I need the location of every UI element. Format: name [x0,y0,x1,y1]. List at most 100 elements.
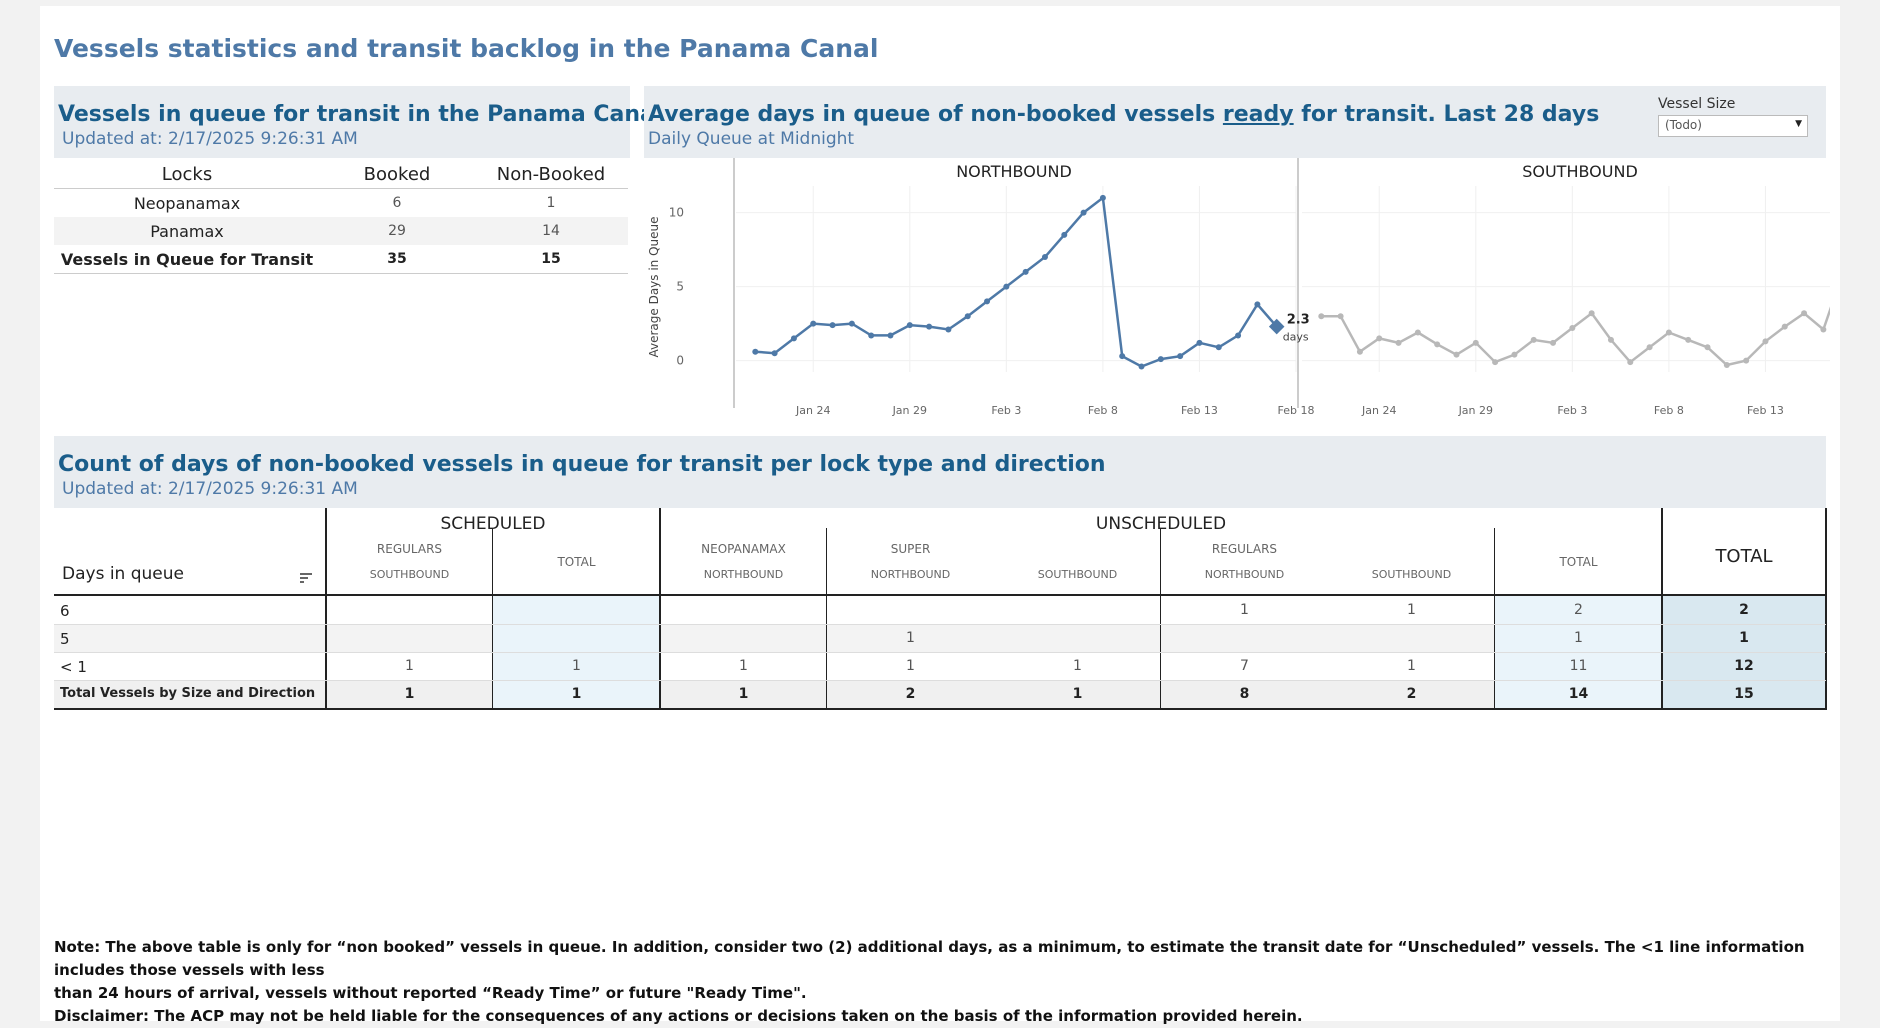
queue-panel-updated: Updated at: 2/17/2025 9:26:31 AM [62,129,358,149]
data-point [1646,344,1653,351]
col-divider [1661,508,1663,710]
col-group-header: NEOPANAMAX [701,542,786,556]
booked-col-header: Booked [320,160,474,189]
data-point [771,350,778,357]
data-point [984,298,991,305]
data-point [1157,356,1164,363]
data-point [1781,323,1788,330]
locks-total-row: Vessels in Queue for Transit 35 15 [54,245,628,274]
chart-title-post: for transit. Last 28 days [1293,102,1600,127]
row-band [54,624,493,652]
locks-row: Panamax 29 14 [54,217,628,245]
non-booked-value: 1 [546,195,556,211]
data-point [1022,268,1029,275]
data-point [829,322,836,329]
dashboard-title: Vessels statistics and transit backlog i… [54,34,879,63]
x-tick-label: Feb 3 [1557,404,1587,417]
col-group-header: REGULARS [376,542,443,556]
col-total-header: TOTAL [557,555,596,569]
facet-label: NORTHBOUND [956,162,1072,181]
footnote: Note: The above table is only for “non b… [54,936,1826,1028]
non-booked-value: 14 [474,217,628,245]
queue-panel-title: Vessels in queue for transit in the Pana… [58,102,663,127]
y-tick-label: 5 [676,280,684,294]
data-point [1569,325,1576,332]
sort-icon[interactable] [300,572,314,584]
locks-col-header: Locks [54,160,320,189]
col-group-header: SUPER [890,542,931,556]
y-axis-label: Average Days in Queue [647,216,661,357]
data-point [1434,341,1441,348]
note-line-3: Disclaimer: The ACP may not be held liab… [54,1007,1303,1025]
x-tick-label: Jan 29 [892,404,927,417]
col-divider [325,508,327,710]
row-divider [54,652,1826,653]
col-divider-thin [826,528,827,710]
count-cell: 1 [906,658,915,674]
data-point [1235,332,1242,339]
data-point [790,335,797,342]
locks-row-label: Panamax [54,217,320,245]
data-point [1119,353,1126,360]
col-group-header: REGULARS [1211,542,1278,556]
count-cell: 2 [905,686,916,702]
data-point [1820,326,1827,333]
x-tick-label: Jan 29 [1458,404,1493,417]
locks-row: Neopanamax 6 1 [54,189,628,218]
data-point [887,332,894,339]
chart-title-pre: Average days in queue of non-booked vess… [648,102,1223,127]
count-panel-title: Count of days of non-booked vessels in q… [58,452,1106,477]
row-divider [54,680,1826,681]
count-cell: 1 [1240,602,1249,618]
col-direction-header: SOUTHBOUND [1037,568,1118,581]
data-point [1530,336,1537,343]
data-point [1743,357,1750,364]
x-tick-label: Feb 3 [991,404,1021,417]
col-direction-header: NORTHBOUND [870,568,951,581]
northbound-line [755,195,1278,368]
data-point [1061,231,1068,238]
data-point [1395,339,1402,346]
data-point [1099,194,1106,201]
count-cell: 1 [571,686,582,702]
data-point [1337,313,1344,320]
row-band [660,624,1495,652]
row-band [660,680,1495,708]
header-rule [54,594,326,596]
table-bottom-rule [54,708,1826,710]
chart-title-ready: ready [1222,102,1294,127]
x-tick-label: Feb 18 [1278,404,1315,417]
data-point [1588,310,1595,317]
count-cell: 1 [906,630,915,646]
count-cell: 8 [1239,686,1250,702]
data-point [1003,283,1010,290]
vessel-size-dropdown[interactable]: (Todo) ▼ [1658,115,1808,137]
data-point [1704,344,1711,351]
last-value-label: 2.3 [1287,313,1310,328]
facet-label: SOUTHBOUND [1522,162,1638,181]
booked-value: 29 [320,217,474,245]
row-divider [54,624,1826,625]
data-point [1685,336,1692,343]
col-direction-header: NORTHBOUND [1204,568,1285,581]
count-cell: 11 [1569,658,1588,674]
count-panel-updated: Updated at: 2/17/2025 9:26:31 AM [62,479,358,499]
grand-total-header: TOTAL [1715,546,1773,567]
data-point [926,323,933,330]
queue-panel-header: Vessels in queue for transit in the Pana… [54,86,662,158]
locks-table: Locks Booked Non-Booked Neopanamax 6 1 P… [54,160,628,274]
count-cell: 1 [1073,658,1082,674]
data-point [868,332,875,339]
queue-chart: Average Days in Queue 0 5 10 NORTHBOUND Jan 2… [647,158,1830,417]
booked-total: 35 [320,245,474,274]
data-point [964,313,971,320]
count-cell: 14 [1568,686,1589,702]
data-point [1723,362,1730,369]
data-point [1453,351,1460,358]
col-direction-header: SOUTHBOUND [369,568,450,581]
data-point [1607,336,1614,343]
dashboard-canvas: Vessels statistics and transit backlog i… [40,6,1840,1025]
scheduled-header: SCHEDULED [440,514,546,534]
y-tick-label: 0 [676,354,684,368]
count-cell: 1 [405,658,414,674]
